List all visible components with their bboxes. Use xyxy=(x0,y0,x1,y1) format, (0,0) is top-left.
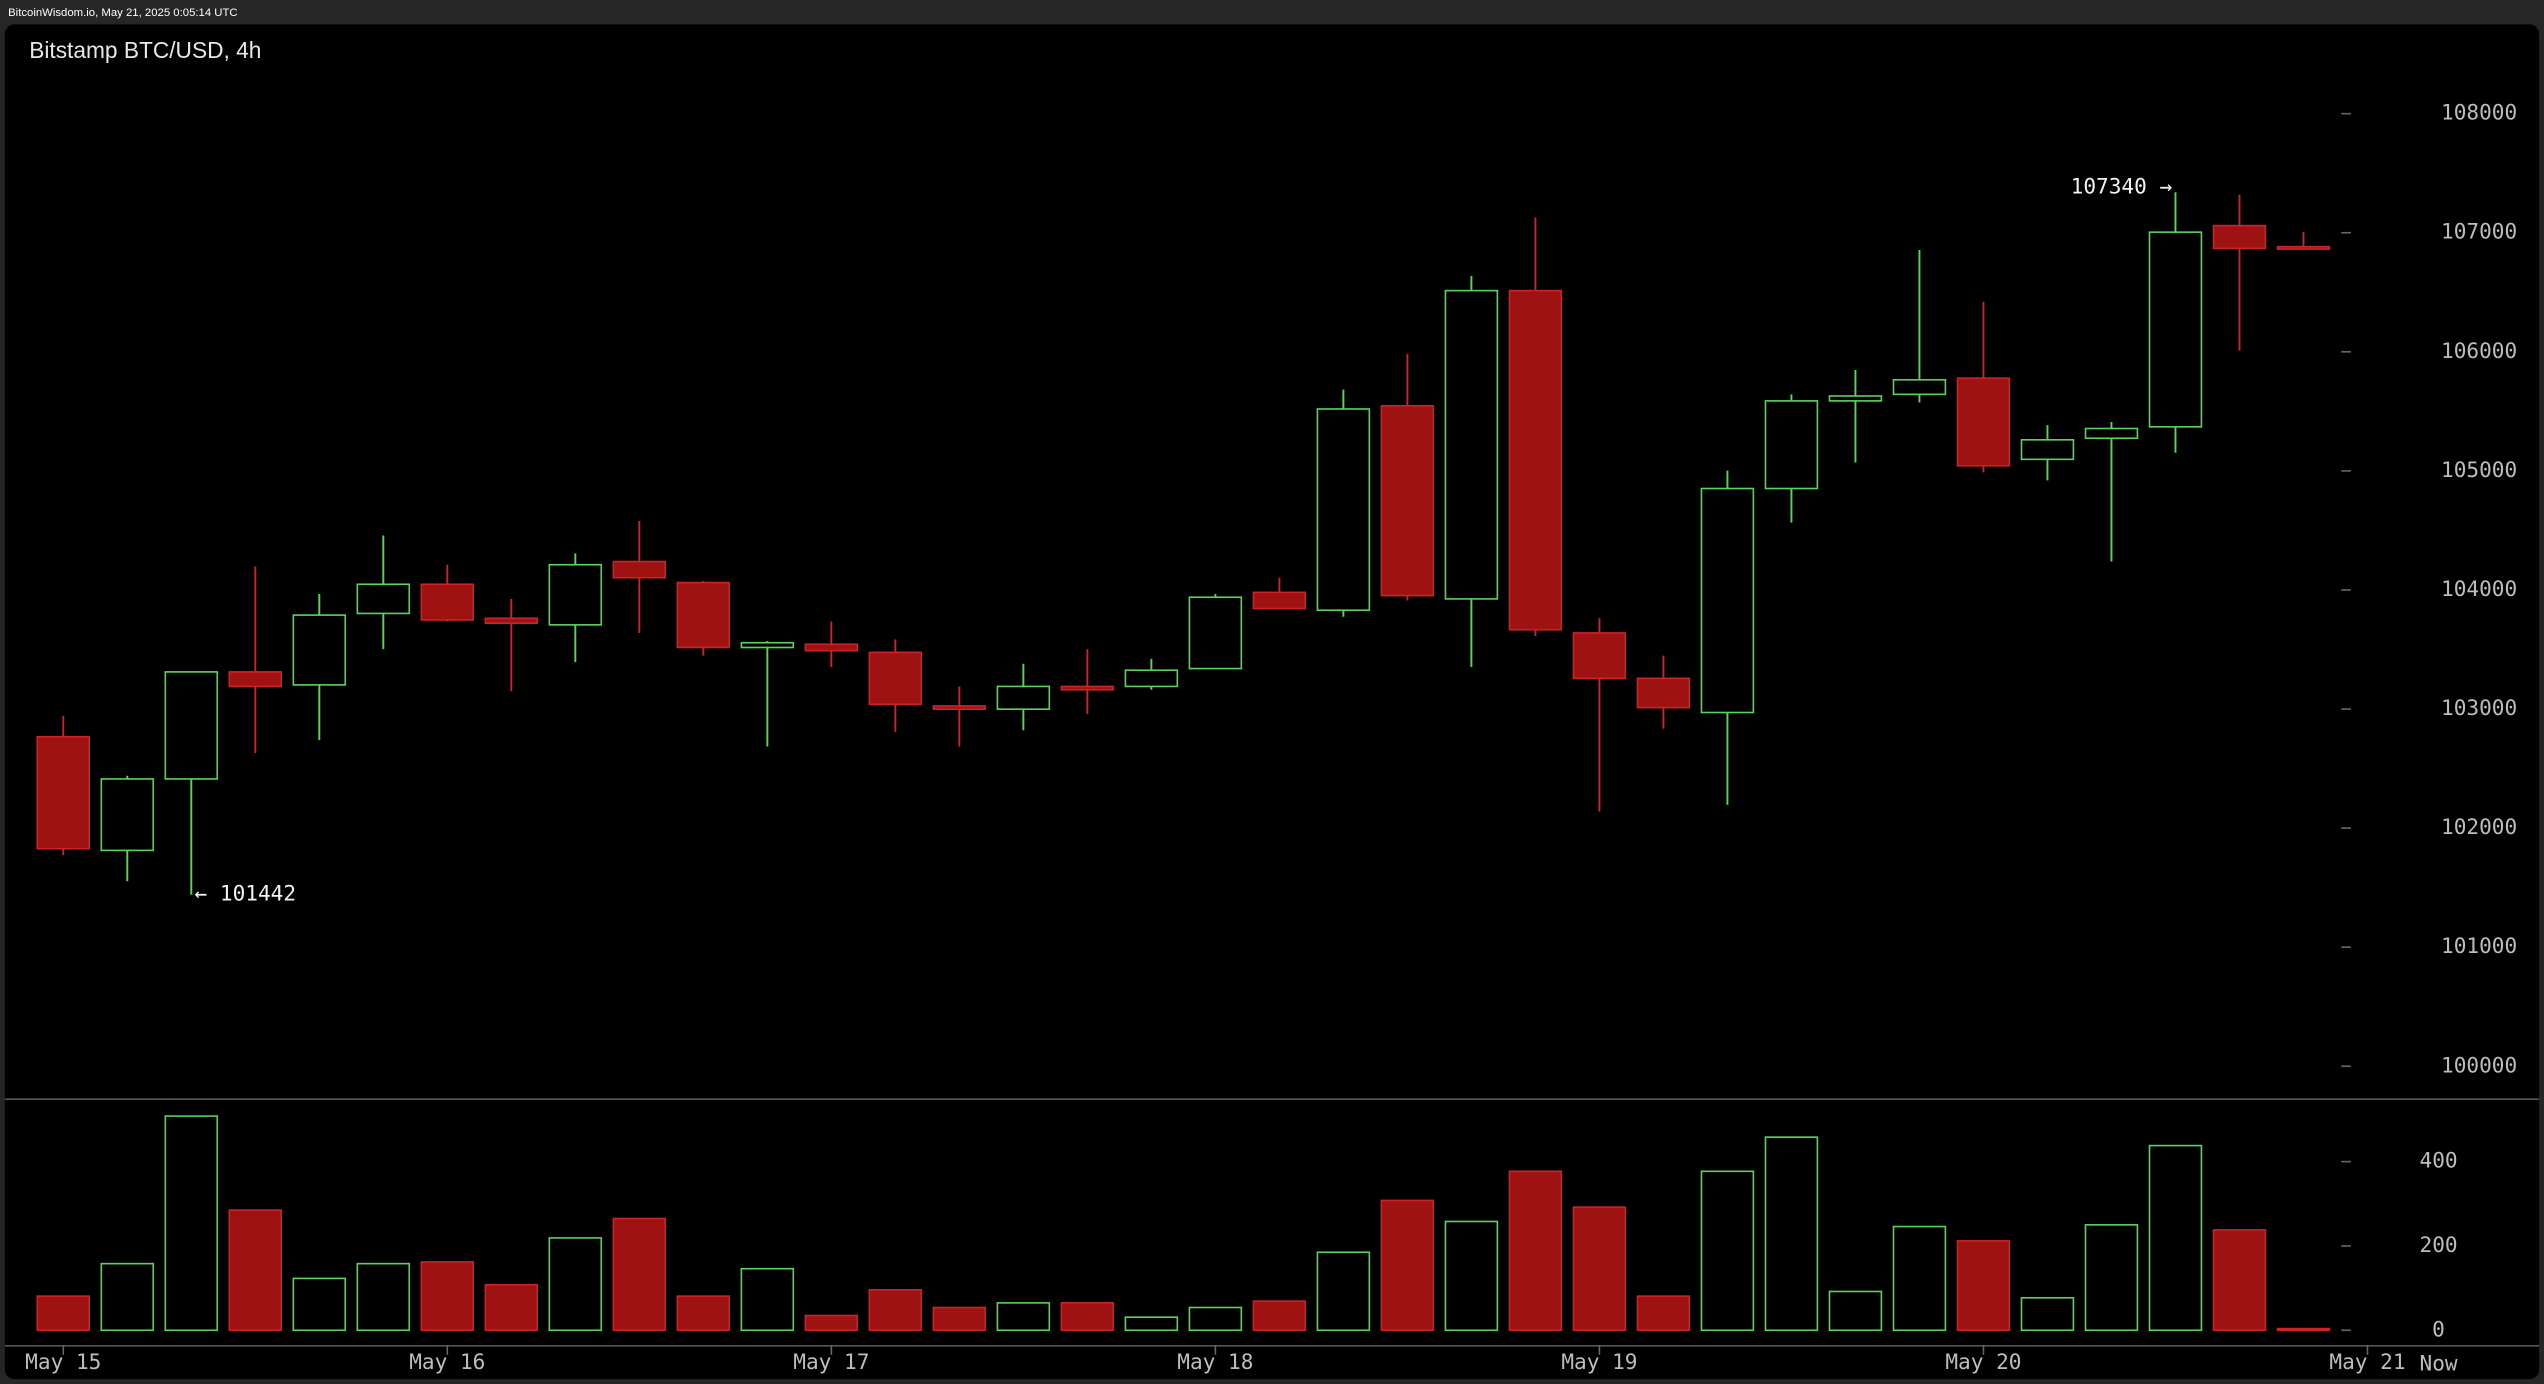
candle-body xyxy=(1700,487,1755,714)
volume-bar xyxy=(804,1314,859,1332)
volume-bar xyxy=(2212,1229,2267,1332)
candle-body xyxy=(292,614,347,686)
candle-body xyxy=(2020,439,2075,461)
candle-body xyxy=(1956,377,2011,467)
volume-bar xyxy=(1316,1251,1371,1332)
volume-bar xyxy=(1700,1170,1755,1332)
volume-bar xyxy=(1892,1225,1947,1332)
candle-body xyxy=(740,641,795,649)
volume-bar xyxy=(228,1209,283,1332)
candle-body xyxy=(2084,427,2139,440)
now-label: Now xyxy=(2420,1351,2458,1376)
candle-body xyxy=(2148,231,2203,428)
candle-body xyxy=(932,705,987,710)
candle-body xyxy=(1444,289,1499,600)
header: BitcoinWisdom.io, May 21, 2025 0:05:14 U… xyxy=(8,7,238,19)
volume-bar xyxy=(996,1302,1051,1332)
y-tick-label: 106000 xyxy=(2441,338,2517,363)
y-tick-label: 108000 xyxy=(2441,100,2517,125)
y-tick-label: 102000 xyxy=(2441,814,2517,839)
volume-tick-label: 400 xyxy=(2420,1148,2458,1173)
candle-body xyxy=(164,671,219,780)
candle-body xyxy=(1572,632,1627,680)
candle-body xyxy=(868,651,923,706)
candle-body xyxy=(100,778,155,852)
volume-bar xyxy=(1188,1306,1243,1332)
volume-bar xyxy=(484,1283,539,1332)
candle-body xyxy=(2212,224,2267,250)
candle-body xyxy=(1764,400,1819,490)
candle-body xyxy=(1892,378,1947,396)
candle-body xyxy=(484,617,539,625)
volume-bar xyxy=(420,1261,475,1332)
y-tick-label: 101000 xyxy=(2441,933,2517,958)
volume-bar xyxy=(1508,1170,1563,1332)
volume-bar xyxy=(932,1306,987,1332)
candle-body xyxy=(804,643,859,652)
volume-bar xyxy=(740,1267,795,1332)
volume-bar xyxy=(1764,1136,1819,1332)
candle-body xyxy=(420,583,475,621)
x-tick-label: May 19 xyxy=(1561,1349,1637,1374)
volume-bar xyxy=(2148,1144,2203,1332)
volume-bar xyxy=(292,1277,347,1332)
volume-bar xyxy=(1124,1316,1179,1332)
volume-bar xyxy=(356,1262,411,1332)
candle-body xyxy=(228,671,283,688)
volume-bar xyxy=(1636,1295,1691,1332)
volume-bar xyxy=(2020,1296,2075,1332)
volume-tick-label: 0 xyxy=(2432,1316,2445,1341)
candle-body xyxy=(996,685,1051,710)
candle-body xyxy=(612,560,667,579)
annotation: ← 101442 xyxy=(195,881,297,906)
chart-title: Bitstamp BTC/USD, 4h xyxy=(29,37,261,63)
volume-bar xyxy=(548,1237,603,1332)
volume-bar xyxy=(2276,1327,2331,1332)
candle-body xyxy=(1508,289,1563,631)
candle-body xyxy=(548,563,603,626)
volume-bar xyxy=(1444,1220,1499,1332)
volume-bar xyxy=(36,1295,91,1332)
candle-body xyxy=(2276,245,2331,250)
candle-body xyxy=(1636,677,1691,709)
x-tick-label: May 16 xyxy=(409,1349,485,1374)
candle-body xyxy=(1060,685,1115,691)
x-tick-label: May 17 xyxy=(793,1349,869,1374)
candle-body xyxy=(356,583,411,615)
x-tick-label: May 20 xyxy=(1945,1349,2021,1374)
volume-bar xyxy=(164,1115,219,1332)
volume-bar xyxy=(1060,1302,1115,1332)
y-tick-label: 103000 xyxy=(2441,695,2517,720)
candle-body xyxy=(676,581,731,649)
volume-tick-label: 200 xyxy=(2420,1232,2458,1257)
y-tick-label: 105000 xyxy=(2441,457,2517,482)
volume-bar xyxy=(1828,1290,1883,1332)
candle-body xyxy=(1316,408,1371,612)
volume-bar xyxy=(1956,1240,2011,1332)
volume-bar xyxy=(868,1288,923,1332)
volume-bar xyxy=(100,1262,155,1332)
y-tick-label: 107000 xyxy=(2441,219,2517,244)
x-tick-label: May 15 xyxy=(25,1349,101,1374)
y-tick-label: 104000 xyxy=(2441,576,2517,601)
volume-bar xyxy=(1380,1199,1435,1332)
x-tick-label: May 21 xyxy=(2329,1349,2405,1374)
candle-body xyxy=(36,735,91,850)
annotation: 107340 → xyxy=(2071,173,2173,198)
volume-bar xyxy=(612,1217,667,1332)
candle-body xyxy=(1188,596,1243,670)
volume-bar xyxy=(1572,1206,1627,1332)
y-tick-label: 100000 xyxy=(2441,1052,2517,1077)
candle-body xyxy=(1124,669,1179,688)
volume-bar xyxy=(676,1295,731,1332)
candle-body xyxy=(1252,591,1307,610)
volume-bar xyxy=(1252,1300,1307,1332)
volume-bar xyxy=(2084,1224,2139,1332)
candle-body xyxy=(1380,404,1435,597)
chart-area xyxy=(4,24,2540,1380)
candle-body xyxy=(1828,395,1883,402)
x-tick-label: May 18 xyxy=(1177,1349,1253,1374)
